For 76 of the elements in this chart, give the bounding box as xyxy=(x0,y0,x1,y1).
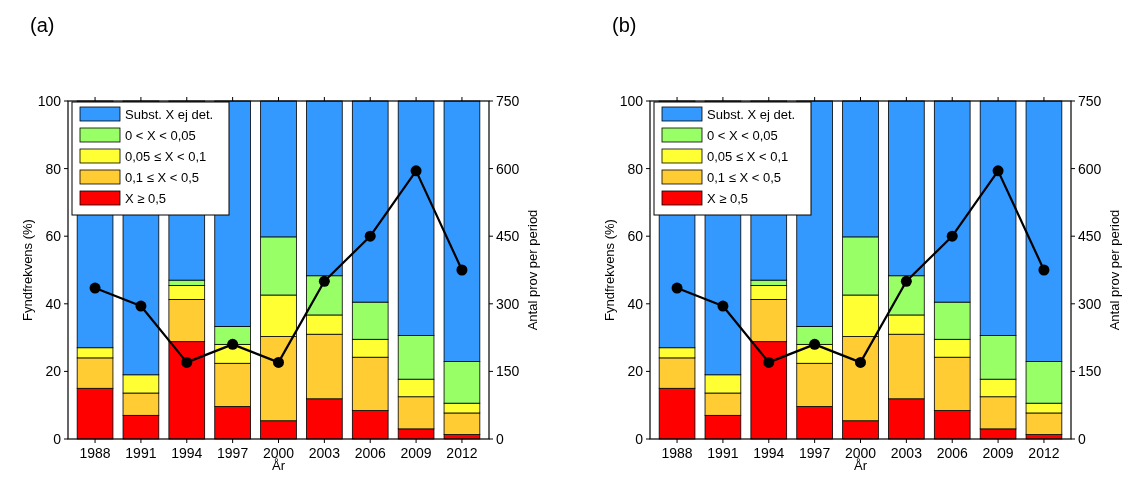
y2-tick-label: 0 xyxy=(496,431,504,447)
legend-label: 0 < X < 0,05 xyxy=(125,128,196,143)
point xyxy=(900,275,912,287)
point xyxy=(671,282,683,294)
y2-tick-label: 150 xyxy=(496,363,520,380)
x-tick-label: 1991 xyxy=(125,445,157,461)
legend-label: 0,1 ≤ X < 0,5 xyxy=(707,170,781,185)
point xyxy=(717,300,729,312)
legend-label: 0,05 ≤ X < 0,1 xyxy=(707,149,789,164)
point xyxy=(135,300,147,312)
y2-tick-label: 750 xyxy=(496,93,520,109)
y-tick-label: 60 xyxy=(45,228,62,245)
y2-tick-label: 750 xyxy=(1078,93,1102,109)
y2-axis-title: Antal prov per period xyxy=(525,209,540,331)
y2-tick-label: 600 xyxy=(496,160,520,177)
y-axis-title: Fyndfrekvens (%) xyxy=(20,219,35,321)
x-tick-label: 2009 xyxy=(400,445,432,461)
legend-label: 0 < X < 0,05 xyxy=(707,128,778,143)
y-tick-label: 80 xyxy=(45,160,62,177)
y2-axis-title: Antal prov per period xyxy=(1107,209,1122,331)
point xyxy=(227,338,239,350)
point xyxy=(946,230,958,242)
x-tick-label: 1988 xyxy=(661,445,693,461)
x-axis-title: År xyxy=(854,458,868,473)
point xyxy=(89,282,101,294)
point xyxy=(456,264,468,276)
y2-tick-label: 450 xyxy=(496,228,520,245)
x-tick-label: 1991 xyxy=(707,445,739,461)
x-tick-label: 1994 xyxy=(171,445,203,461)
y-tick-label: 0 xyxy=(635,431,644,447)
legend-label: X ≥ 0,5 xyxy=(707,191,749,206)
point xyxy=(181,356,193,368)
chart-title: (b) xyxy=(612,14,637,36)
x-tick-label: 2006 xyxy=(936,445,968,461)
chart-title: (a) xyxy=(30,14,55,36)
legend-label: 0,05 ≤ X < 0,1 xyxy=(125,149,207,164)
y-tick-label: 100 xyxy=(37,93,62,109)
x-tick-label: 1997 xyxy=(799,445,831,461)
y2-tick-label: 300 xyxy=(496,295,520,312)
legend-label: X ≥ 0,5 xyxy=(125,191,167,206)
y-tick-label: 0 xyxy=(53,431,62,447)
y2-tick-label: 300 xyxy=(1078,295,1102,312)
x-tick-label: 1994 xyxy=(753,445,785,461)
y-tick-label: 20 xyxy=(45,363,62,380)
point xyxy=(318,275,330,287)
point xyxy=(410,165,422,177)
x-tick-label: 1997 xyxy=(217,445,249,461)
x-tick-label: 2006 xyxy=(354,445,386,461)
y2-tick-label: 600 xyxy=(1078,160,1102,177)
x-tick-label: 2003 xyxy=(890,445,923,461)
y2-tick-label: 0 xyxy=(1078,431,1086,447)
y-tick-label: 20 xyxy=(627,363,644,380)
x-tick-label: 2009 xyxy=(982,445,1014,461)
legend-label: Subst. X ej det. xyxy=(707,107,796,122)
point xyxy=(992,165,1004,177)
point xyxy=(763,356,775,368)
y2-tick-label: 150 xyxy=(1078,363,1102,380)
legend-label: 0,1 ≤ X < 0,5 xyxy=(125,170,199,185)
point xyxy=(273,356,284,368)
point xyxy=(364,230,376,242)
point xyxy=(1038,264,1050,276)
point xyxy=(809,338,821,350)
point xyxy=(855,356,866,368)
y-tick-label: 40 xyxy=(627,295,644,312)
x-tick-label: 2012 xyxy=(446,445,478,461)
legend-label: Subst. X ej det. xyxy=(125,107,214,122)
x-tick-label: 2003 xyxy=(308,445,341,461)
y-tick-label: 100 xyxy=(619,93,644,109)
y-tick-label: 60 xyxy=(627,228,644,245)
x-tick-label: 2012 xyxy=(1028,445,1060,461)
y2-tick-label: 450 xyxy=(1078,228,1102,245)
x-axis-title: År xyxy=(272,458,286,473)
x-tick-label: 1988 xyxy=(79,445,111,461)
y-axis-title: Fyndfrekvens (%) xyxy=(602,219,617,321)
y-tick-label: 40 xyxy=(45,295,62,312)
y-tick-label: 80 xyxy=(627,160,644,177)
